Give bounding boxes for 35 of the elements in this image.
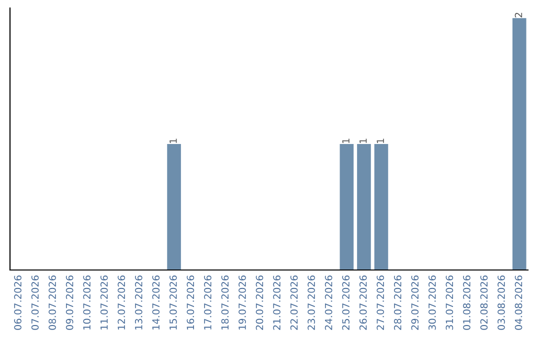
x-tick-label: 28.07.2026 [394,275,402,330]
x-tick-label: 21.07.2026 [273,275,280,330]
x-tick-label: 15.07.2026 [170,275,177,330]
x-tick-label: 19.07.2026 [238,275,246,330]
x-tick-label: 24.07.2026 [324,275,332,330]
x-tick-label: 27.07.2026 [376,275,384,330]
x-tick-label: 18.07.2026 [221,275,229,330]
x-tick-label: 02.08.2026 [480,275,488,330]
data-label: 2 [514,12,522,18]
x-tick-label: 29.07.2026 [411,275,419,330]
data-label: 1 [360,138,367,143]
x-tick-label: 30.07.2026 [428,275,436,330]
x-tick-label: 04.08.2026 [514,275,522,330]
x-tick-label: 07.07.2026 [31,275,39,330]
x-tick-label: 13.07.2026 [134,275,142,330]
data-label: 1 [342,138,350,143]
x-tick-label: 01.08.2026 [463,275,470,330]
x-tick-label: 23.07.2026 [308,275,315,330]
x-tick-label: 06.07.2026 [14,275,22,330]
x-tick-label: 09.07.2026 [66,275,74,330]
data-label: 1 [170,138,177,143]
x-tick-label: 26.07.2026 [359,275,367,330]
x-tick-label: 10.07.2026 [83,275,91,330]
x-tick-label: 17.07.2026 [204,275,212,330]
x-tick-label: 31.07.2026 [446,275,454,330]
x-tick-label: 25.07.2026 [342,275,350,330]
x-tick-label: 11.07.2026 [100,275,108,330]
x-tick-label: 20.07.2026 [256,275,264,330]
x-tick-label: 22.07.2026 [290,275,298,330]
data-label: 1 [376,138,384,143]
x-tick-label: 12.07.2026 [118,275,126,330]
x-tick-label: 08.07.2026 [48,275,56,330]
x-tick-label: 14.07.2026 [152,275,160,330]
x-tick-label: 03.08.2026 [498,275,505,330]
x-tick-label: 16.07.2026 [186,275,194,330]
